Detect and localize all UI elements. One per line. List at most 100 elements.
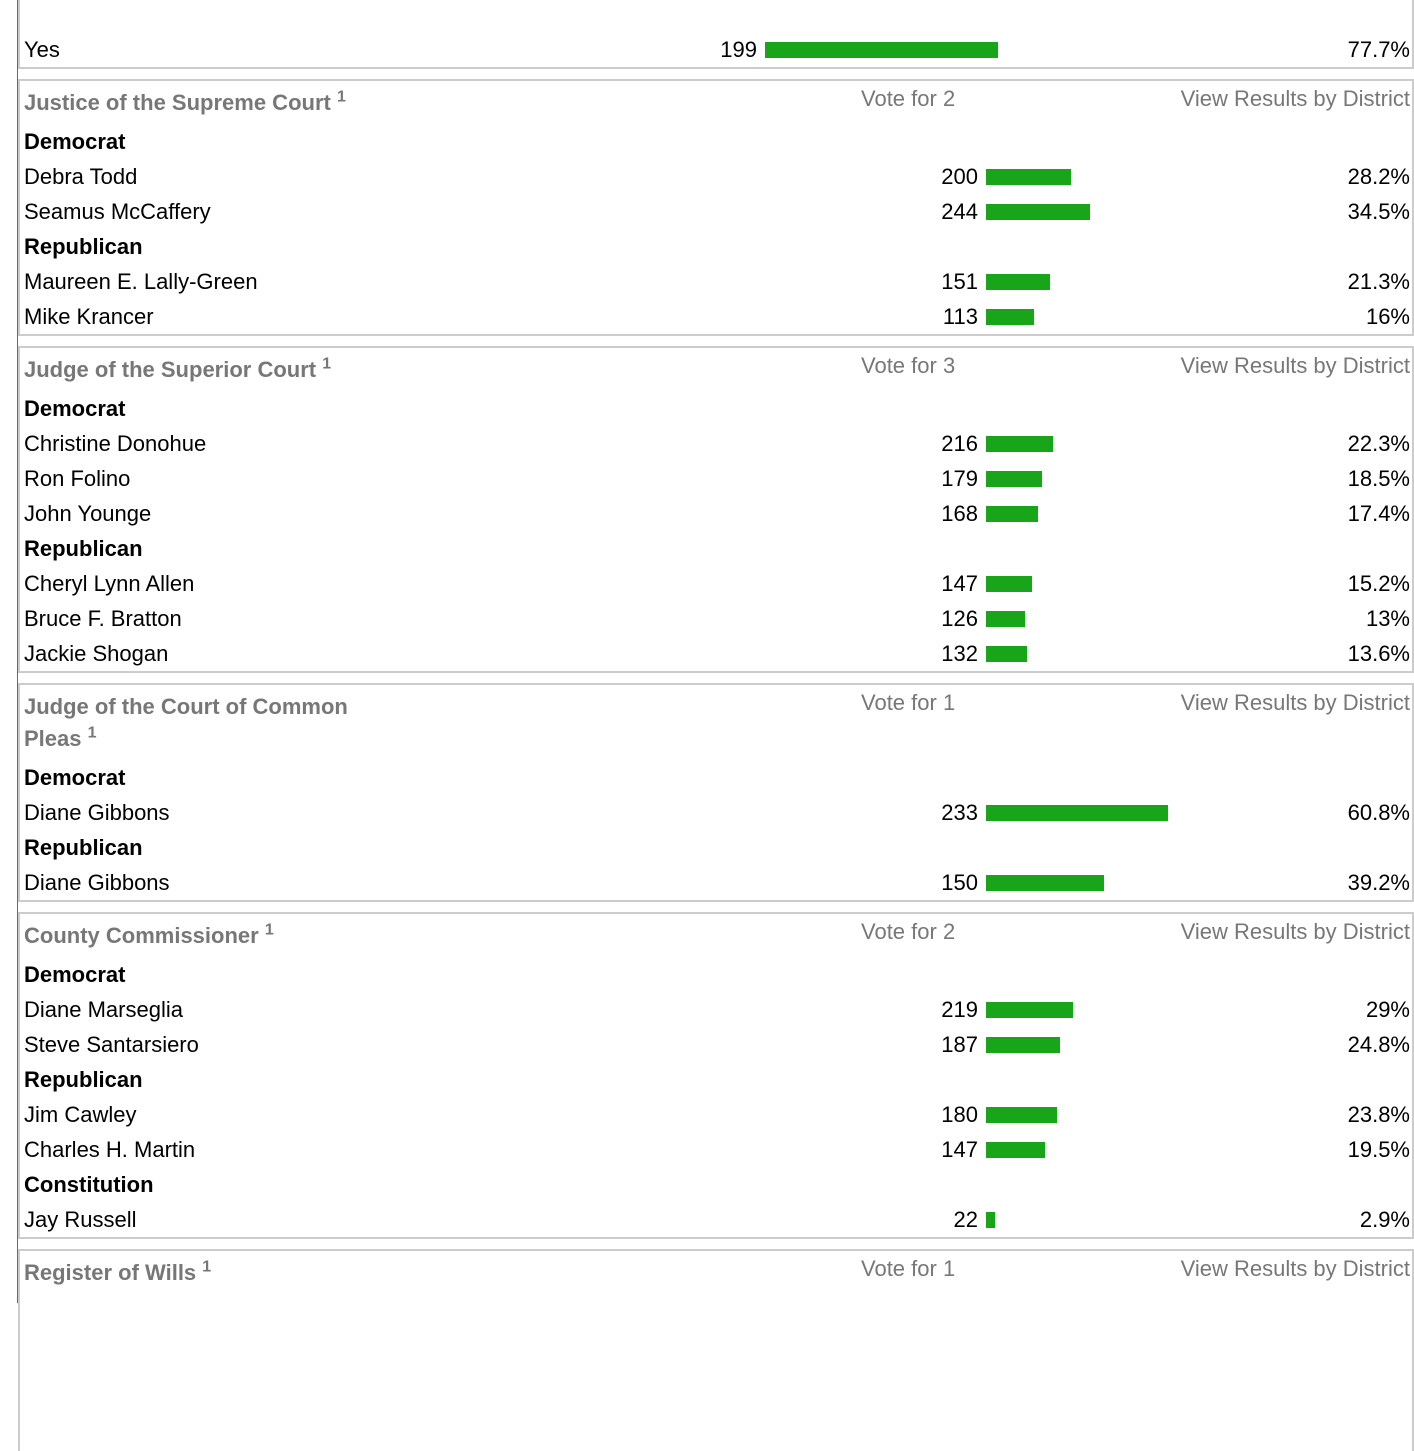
party-row: Republican bbox=[20, 531, 1412, 566]
party-row: Republican bbox=[20, 229, 1412, 264]
candidate-name: Debra Todd bbox=[24, 164, 138, 189]
candidate-row: Jackie Shogan 132 13.6% bbox=[20, 636, 1412, 671]
party-name: Democrat bbox=[24, 396, 126, 421]
vote-bar bbox=[986, 169, 1071, 185]
vote-bar bbox=[986, 646, 1027, 662]
district-link[interactable]: View Results by District bbox=[1180, 353, 1410, 378]
footnote: 1 bbox=[87, 724, 97, 742]
vote-for: Vote for 2 bbox=[861, 919, 956, 944]
vote-count: 199 bbox=[720, 37, 757, 62]
candidate-name: Christine Donohue bbox=[24, 431, 207, 456]
vote-bar bbox=[986, 309, 1034, 325]
candidate-name: Charles H. Martin bbox=[24, 1137, 196, 1162]
party-row: Democrat bbox=[20, 957, 1412, 992]
page: Yes 199 77.7% Justice of the Supreme Court … bbox=[17, 0, 1414, 1451]
party-name: Democrat bbox=[24, 962, 126, 987]
race-header: Judge of the Superior Court 1 Vote for 3 V… bbox=[20, 348, 1412, 391]
vote-percent: 15.2% bbox=[1347, 571, 1410, 596]
party-name: Republican bbox=[24, 835, 143, 860]
candidate-name: Seamus McCaffery bbox=[24, 199, 211, 224]
footnote: 1 bbox=[202, 1258, 212, 1276]
candidate-name: John Younge bbox=[24, 501, 152, 526]
vote-bar bbox=[986, 805, 1169, 821]
candidate-row: Jim Cawley 180 23.8% bbox=[20, 1097, 1412, 1132]
candidate-name: Ron Folino bbox=[24, 466, 131, 491]
vote-for: Vote for 1 bbox=[861, 1256, 956, 1281]
party-name: Democrat bbox=[24, 129, 126, 154]
vote-bar bbox=[986, 1212, 995, 1228]
candidate-name: Diane Gibbons bbox=[24, 800, 170, 825]
candidate-name: Jackie Shogan bbox=[24, 641, 169, 666]
candidate-name: Yes bbox=[24, 37, 60, 62]
candidate-row: Diane Gibbons 150 39.2% bbox=[20, 865, 1412, 900]
race-title-text: Judge of the Superior Court bbox=[24, 357, 317, 382]
vote-bar bbox=[986, 611, 1025, 627]
party-row: Democrat bbox=[20, 124, 1412, 159]
vote-percent: 24.8% bbox=[1347, 1032, 1410, 1057]
vote-count: 147 bbox=[941, 571, 978, 596]
vote-percent: 18.5% bbox=[1347, 466, 1410, 491]
race-title: Justice of the Supreme Court 1 bbox=[24, 87, 394, 119]
candidate-row: John Younge 168 17.4% bbox=[20, 496, 1412, 531]
vote-count: 147 bbox=[941, 1137, 978, 1162]
race-box: County Commissioner 1 Vote for 2 View Resu… bbox=[18, 912, 1414, 1239]
vote-percent: 29% bbox=[1365, 997, 1410, 1022]
party-name: Republican bbox=[24, 1067, 143, 1092]
race-title-text: County Commissioner bbox=[24, 923, 259, 948]
vote-percent: 2.9% bbox=[1359, 1207, 1410, 1232]
vote-percent: 28.2% bbox=[1347, 164, 1410, 189]
district-link[interactable]: View Results by District bbox=[1180, 86, 1410, 111]
party-row: Democrat bbox=[20, 391, 1412, 426]
race-box: Judge of the Superior Court 1 Vote for 3 V… bbox=[18, 346, 1414, 673]
candidate-name: Cheryl Lynn Allen bbox=[24, 571, 195, 596]
vote-count: 187 bbox=[941, 1032, 978, 1057]
candidate-row: Yes 199 77.7% bbox=[20, 32, 1412, 67]
candidate-row: Jay Russell 22 2.9% bbox=[20, 1202, 1412, 1237]
vote-count: 180 bbox=[941, 1102, 978, 1127]
candidate-row: Cheryl Lynn Allen 147 15.2% bbox=[20, 566, 1412, 601]
party-name: Republican bbox=[24, 536, 143, 561]
vote-count: 150 bbox=[941, 870, 978, 895]
vote-percent: 13.6% bbox=[1347, 641, 1410, 666]
vote-percent: 60.8% bbox=[1347, 800, 1410, 825]
vote-bar bbox=[765, 42, 999, 58]
vote-bar bbox=[986, 471, 1042, 487]
candidate-name: Steve Santarsiero bbox=[24, 1032, 199, 1057]
party-name: Constitution bbox=[24, 1172, 154, 1197]
party-row: Democrat bbox=[20, 760, 1412, 795]
result-box: Yes 199 77.7% bbox=[18, 0, 1414, 69]
vote-bar bbox=[986, 274, 1050, 290]
district-link[interactable]: View Results by District bbox=[1180, 919, 1410, 944]
candidate-name: Diane Marseglia bbox=[24, 997, 183, 1022]
race-title-text: Register of Wills bbox=[24, 1260, 197, 1285]
vote-bar bbox=[986, 1037, 1061, 1053]
party-name: Republican bbox=[24, 234, 143, 259]
vote-bar bbox=[986, 576, 1032, 592]
candidate-row: Diane Gibbons 233 60.8% bbox=[20, 795, 1412, 830]
district-link[interactable]: View Results by District bbox=[1180, 690, 1410, 715]
vote-bar bbox=[986, 506, 1039, 522]
candidate-row: Maureen E. Lally-Green 151 21.3% bbox=[20, 264, 1412, 299]
candidate-row: Charles H. Martin 147 19.5% bbox=[20, 1132, 1412, 1167]
vote-count: 216 bbox=[941, 431, 978, 456]
vote-count: 113 bbox=[942, 304, 978, 329]
candidate-row: Steve Santarsiero 187 24.8% bbox=[20, 1027, 1412, 1062]
race-header: Justice of the Supreme Court 1 Vote for 2… bbox=[20, 81, 1412, 124]
vote-percent: 39.2% bbox=[1347, 870, 1410, 895]
race-title-text: Judge of the Court of Common Pleas bbox=[24, 694, 348, 751]
candidate-name: Jay Russell bbox=[24, 1207, 137, 1232]
candidate-row: Mike Krancer 113 16% bbox=[20, 299, 1412, 334]
race-box: Judge of the Court of Common Pleas 1 Vote… bbox=[18, 683, 1414, 902]
party-row: Republican bbox=[20, 830, 1412, 865]
district-link[interactable]: View Results by District bbox=[1180, 1256, 1410, 1281]
vote-for: Vote for 2 bbox=[861, 86, 956, 111]
vote-count: 244 bbox=[941, 199, 978, 224]
results: Yes 199 77.7% Justice of the Supreme Court … bbox=[18, 0, 1414, 1451]
race-header: Judge of the Court of Common Pleas 1 Vote… bbox=[20, 685, 1412, 760]
vote-percent: 16% bbox=[1365, 304, 1410, 329]
vote-count: 179 bbox=[941, 466, 978, 491]
vote-percent: 21.3% bbox=[1347, 269, 1410, 294]
vote-percent: 22.3% bbox=[1347, 431, 1410, 456]
footnote: 1 bbox=[322, 355, 332, 373]
candidate-row: Debra Todd 200 28.2% bbox=[20, 159, 1412, 194]
